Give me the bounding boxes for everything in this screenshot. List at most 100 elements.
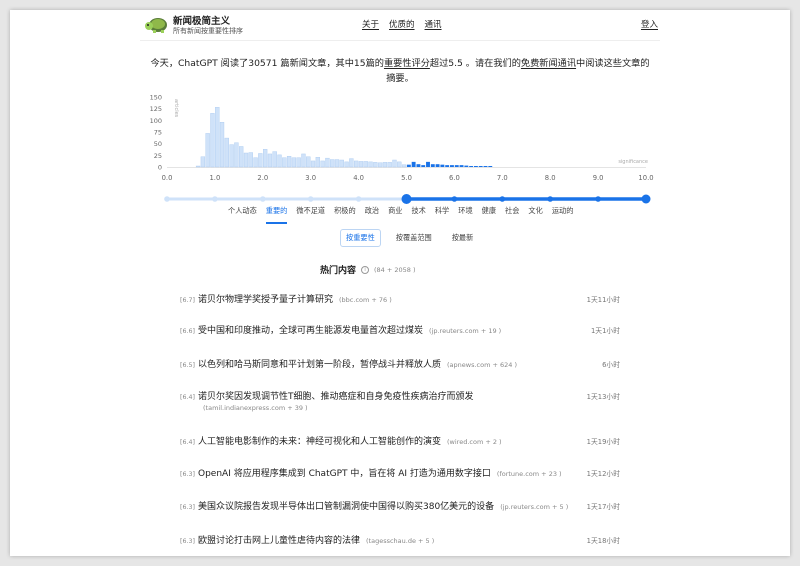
- x-tick-label: 9.0: [593, 174, 604, 182]
- histogram-bar: [464, 165, 469, 167]
- significance-link[interactable]: 重要性评分: [383, 58, 430, 69]
- tab-3[interactable]: 积极的: [334, 206, 356, 215]
- histogram-bar: [382, 162, 388, 168]
- significance-histogram: 0 25 50 75 100 125 150 0.0 1.0 2.0 3.0 4.0 5.0 6.0 7.0…: [150, 94, 654, 204]
- page: 新闻极简主义 所有新闻按重要性排序 关于 优质的 通讯 登入 今天，ChatGP…: [10, 10, 790, 556]
- news-source[interactable]: (jp.reuters.com + 19 ): [429, 327, 502, 335]
- header: 新闻极简主义 所有新闻按重要性排序 关于 优质的 通讯 登入: [140, 10, 660, 41]
- news-source[interactable]: (fortune.com + 23 ): [496, 470, 562, 478]
- x-tick-label: 1.0: [209, 174, 220, 182]
- x-tick-label: 5.0: [401, 174, 412, 182]
- tab-0[interactable]: 个人动态: [228, 206, 257, 215]
- histogram-bar: [306, 156, 311, 168]
- histogram-bar: [315, 156, 320, 168]
- histogram-bar: [296, 157, 301, 168]
- hot-count: (84 + 2058 ): [374, 265, 416, 274]
- slider-tick-dot[interactable]: [164, 196, 170, 202]
- news-item: [6.3] OpenAI 将应用程序集成到 ChatGPT 中，旨在将 AI 打造…: [180, 466, 620, 479]
- sort-option-2[interactable]: 按最新: [451, 233, 474, 242]
- news-source[interactable]: (tamil.indianexpress.com + 39 ): [203, 404, 308, 412]
- news-source[interactable]: (tagesschau.de + 5 ): [366, 537, 435, 545]
- sort-option-1[interactable]: 按覆盖范围: [395, 233, 432, 242]
- news-source[interactable]: (jp.reuters.com + 5 ): [500, 503, 569, 511]
- news-title[interactable]: 诺贝尔奖因发现调节性T细胞、推动癌症和自身免疫性疾病治疗而颁发: [198, 392, 474, 402]
- histogram-bar: [368, 161, 373, 168]
- histogram-bar: [397, 161, 402, 168]
- tab-11[interactable]: 文化: [528, 206, 543, 215]
- slider-tick-dot[interactable]: [307, 196, 314, 202]
- histogram-bar: [363, 161, 368, 168]
- x-tick-label: 10.0: [638, 174, 653, 182]
- x-tick-label: 2.0: [257, 174, 268, 182]
- news-title[interactable]: 诺贝尔物理学奖授予量子计算研究: [198, 295, 334, 305]
- tab-4[interactable]: 政治: [364, 206, 380, 215]
- histogram-bar: [483, 166, 488, 167]
- news-title[interactable]: 美国众议院报告发现半导体出口管制漏洞使中国得以购买380亿美元的设备: [198, 502, 495, 512]
- intro-part: 今天，ChatGPT 阅读了30571 篇新闻文章，其中15篇的: [150, 58, 384, 69]
- news-item: [6.4] 人工智能电影制作的未来：神经可视化和人工智能创作的演变 (wired.c…: [180, 434, 620, 447]
- tab-10[interactable]: 社会: [505, 206, 520, 215]
- slider-max-handle[interactable]: [641, 194, 651, 204]
- slider-tick-dot[interactable]: [260, 196, 266, 202]
- histogram-bar: [195, 165, 201, 168]
- login-link[interactable]: 登入: [640, 20, 658, 30]
- histogram-bar: [478, 166, 483, 167]
- nav-newsletter[interactable]: 通讯: [424, 20, 442, 30]
- info-icon[interactable]: i: [361, 265, 370, 274]
- x-axis-label: significance: [618, 159, 648, 165]
- news-source[interactable]: (bbc.com + 76 ): [339, 296, 392, 304]
- histogram-bar: [469, 166, 474, 167]
- tab-12[interactable]: 运动的: [551, 206, 574, 215]
- news-source[interactable]: (wired.com + 2 ): [447, 438, 502, 446]
- news-item: [6.5] 以色列和哈马斯同意和平计划第一阶段，暂停战斗并释放人质 (apnews.…: [180, 357, 620, 370]
- news-time: 1天18小时: [586, 537, 620, 545]
- tab-8[interactable]: 环境: [458, 206, 473, 215]
- slider-tick-dot[interactable]: [499, 196, 506, 202]
- turtle-logo-icon[interactable]: [144, 13, 168, 35]
- histogram-bar: [253, 157, 258, 168]
- nav-about[interactable]: 关于: [362, 20, 380, 30]
- histogram-bar: [286, 156, 292, 168]
- tab-5[interactable]: 商业: [388, 206, 403, 215]
- histogram-bar: [282, 157, 287, 168]
- score-badge: [6.3]: [180, 504, 195, 511]
- news-title[interactable]: 受中国和印度推动，全球可再生能源发电量首次超过煤炭: [198, 326, 424, 336]
- tab-2[interactable]: 微不足道: [296, 206, 326, 215]
- tab-7[interactable]: 科学: [434, 206, 450, 215]
- histogram-bar: [344, 161, 349, 168]
- slider-min-handle[interactable]: [401, 194, 412, 204]
- news-title[interactable]: 欧盟讨论打击网上儿童性虐待内容的法律: [198, 536, 361, 546]
- slider-tick-dot[interactable]: [547, 196, 553, 202]
- histogram-bar: [430, 164, 435, 167]
- y-tick-label: 100: [150, 117, 162, 125]
- news-title[interactable]: OpenAI 将应用程序集成到 ChatGPT 中，旨在将 AI 打造为通用数字…: [198, 469, 491, 479]
- brand-name[interactable]: 新闻极简主义: [173, 16, 231, 27]
- news-time: 1天1小时: [590, 327, 620, 335]
- sort-option-0[interactable]: 按重要性: [340, 229, 381, 247]
- slider-tick-dot[interactable]: [355, 196, 362, 202]
- slider-tick-dot[interactable]: [451, 196, 458, 202]
- histogram-bar: [440, 164, 445, 167]
- newsletter-link[interactable]: 免费新闻通讯: [520, 58, 577, 69]
- histogram-bar: [488, 166, 493, 167]
- x-tick-label: 3.0: [305, 174, 316, 182]
- histogram-bar: [334, 159, 340, 168]
- histogram-bar: [301, 153, 306, 168]
- slider-tick-dot[interactable]: [595, 196, 601, 202]
- news-time: 1天12小时: [586, 470, 620, 478]
- news-title[interactable]: 人工智能电影制作的未来：神经可视化和人工智能创作的演变: [198, 437, 442, 447]
- news-title[interactable]: 以色列和哈马斯同意和平计划第一阶段，暂停战斗并释放人质: [198, 360, 442, 370]
- nav-premium[interactable]: 优质的: [389, 20, 415, 30]
- tab-1[interactable]: 重要的: [265, 206, 288, 224]
- histogram-bar: [205, 133, 210, 168]
- tab-6[interactable]: 技术: [411, 206, 426, 215]
- tab-9[interactable]: 健康: [481, 206, 497, 215]
- news-source[interactable]: (apnews.com + 624 ): [447, 361, 518, 369]
- histogram-bar: [406, 164, 411, 167]
- intro-part: 超过5.5 。请在我们的: [429, 58, 521, 69]
- news-time: 1天17小时: [586, 503, 620, 511]
- histogram-bar: [200, 156, 206, 168]
- main-nav: 关于 优质的 通讯: [362, 18, 442, 30]
- slider-tick-dot[interactable]: [212, 196, 218, 202]
- histogram-bar: [239, 146, 244, 168]
